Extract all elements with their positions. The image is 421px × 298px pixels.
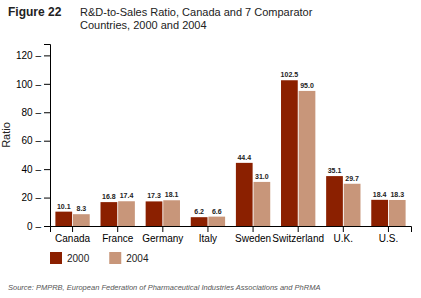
data-label: 29.7 <box>345 175 359 182</box>
annotation: Source: PMPRB, European Federation of Ph… <box>8 283 320 292</box>
legend-label: 2000 <box>67 253 90 264</box>
data-label: 18.4 <box>373 191 387 198</box>
x-tick: Germany <box>142 226 183 244</box>
data-labels: 10.1 16.8 17.3 6.2 44.4 102.5 35.1 18.4 8.3 17.4 1… <box>57 71 404 215</box>
bar <box>208 217 225 226</box>
bar <box>101 202 118 226</box>
plot: 0 – 20 – 40 – 60 – 80 – 100 – 120 – Canada Franc… <box>0 45 412 245</box>
x-tick-mark <box>207 226 208 232</box>
data-label: 35.1 <box>328 167 342 174</box>
data-label: 6.6 <box>212 208 222 215</box>
y-tick-mark <box>44 169 50 170</box>
data-label: 95.0 <box>300 82 314 89</box>
bar <box>389 200 406 226</box>
x-tick-label: France <box>102 233 134 244</box>
y-axis-line <box>44 45 51 227</box>
legend: 2000 2004 <box>50 252 149 264</box>
x-tick-label: Sweden <box>235 233 271 244</box>
y-tick-mark <box>44 198 50 199</box>
data-label: 17.3 <box>147 192 161 199</box>
data-label: 17.4 <box>120 192 134 199</box>
y-tick: 60 – <box>22 135 50 146</box>
legend-swatch <box>109 252 121 264</box>
y-tick-label: 120 – <box>16 50 41 61</box>
x-tick-label: Italy <box>199 233 217 244</box>
bar <box>371 200 388 226</box>
bar <box>118 201 135 226</box>
bar <box>191 217 208 226</box>
x-tick: Switzerland <box>272 226 324 244</box>
bar <box>281 80 298 226</box>
y-tick: 20 – <box>22 192 50 203</box>
bar <box>236 163 253 226</box>
y-tick-label: 80 – <box>22 107 42 118</box>
y-tick-label: 0 – <box>27 221 41 232</box>
legend-item: 2004 <box>109 252 149 264</box>
y-axis-title: Ratio <box>0 122 12 148</box>
data-label: 10.1 <box>57 203 71 210</box>
x-tick: U.S. <box>379 226 398 244</box>
bar <box>55 212 72 226</box>
data-label: 102.5 <box>281 71 299 78</box>
y-tick-mark <box>44 141 50 142</box>
bar <box>344 184 361 226</box>
x-tick-mark <box>117 226 118 232</box>
x-tick-mark <box>388 226 389 232</box>
data-label: 18.1 <box>165 191 179 198</box>
subtitle: R&D-to-Sales Ratio, Canada and 7 Compara… <box>80 6 313 31</box>
legend-item: 2000 <box>50 252 90 264</box>
x-tick-mark <box>343 226 344 232</box>
y-tick-label: 100 – <box>16 79 41 90</box>
x-tick-mark <box>298 226 299 232</box>
x-tick-label: Switzerland <box>272 233 324 244</box>
bar <box>73 214 90 226</box>
y-tick: 100 – <box>16 79 50 90</box>
bar <box>299 91 316 226</box>
x-tick: Sweden <box>235 226 271 244</box>
x-tick: France <box>102 226 134 244</box>
bar-series <box>73 91 406 226</box>
legend-swatch <box>50 252 62 264</box>
bar <box>254 182 271 226</box>
bar <box>326 176 343 226</box>
x-tick-label: U.K. <box>334 233 353 244</box>
data-label: 8.3 <box>77 205 87 212</box>
y-tick: 0 – <box>27 221 50 232</box>
y-tick-mark <box>44 84 50 85</box>
chart: Figure 22 R&D-to-Sales Ratio, Canada and … <box>0 0 421 298</box>
y-tick: 120 – <box>16 50 50 61</box>
y-tick: 40 – <box>22 164 50 175</box>
title: Figure 22 <box>8 5 62 19</box>
x-tick-label: Germany <box>142 233 183 244</box>
data-label: 31.0 <box>255 173 269 180</box>
y-tick-label: 20 – <box>22 192 42 203</box>
data-label: 44.4 <box>237 154 251 161</box>
y-tick-label: 60 – <box>22 135 42 146</box>
x-tick-label: U.S. <box>379 233 398 244</box>
data-label: 6.2 <box>194 208 204 215</box>
x-axis: Canada France Germany Italy SwedenSwitzerlan… <box>51 226 412 244</box>
x-tick-mark <box>253 226 254 232</box>
bar <box>146 201 163 226</box>
x-tick: Canada <box>55 226 90 244</box>
x-tick-mark <box>162 226 163 232</box>
data-label: 18.3 <box>390 191 404 198</box>
legend-label: 2004 <box>126 253 149 264</box>
y-axis: 0 – 20 – 40 – 60 – 80 – 100 – 120 – <box>16 45 51 232</box>
x-tick-mark <box>72 226 73 232</box>
x-axis-line <box>51 227 412 233</box>
bar <box>163 200 180 226</box>
x-tick: Italy <box>199 226 217 244</box>
y-tick-mark <box>44 55 50 56</box>
y-tick-label: 40 – <box>22 164 42 175</box>
bars <box>55 80 405 226</box>
data-label: 16.8 <box>102 193 116 200</box>
y-tick-mark <box>44 112 50 113</box>
bar-series <box>55 80 388 226</box>
y-tick-mark <box>44 226 50 227</box>
x-tick: U.K. <box>334 226 353 244</box>
y-tick: 80 – <box>22 107 50 118</box>
x-tick-label: Canada <box>55 233 90 244</box>
